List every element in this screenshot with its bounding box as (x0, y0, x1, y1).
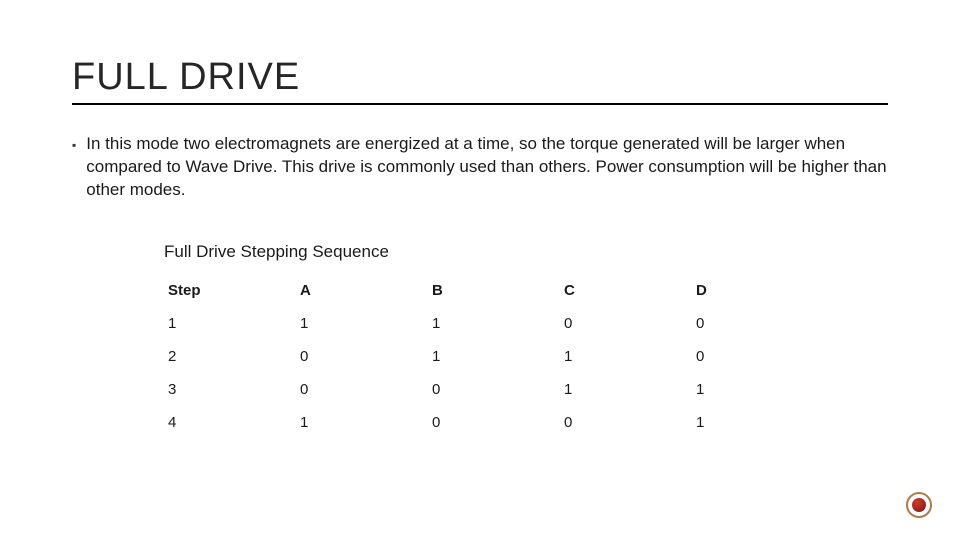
cell: 0 (296, 340, 428, 373)
cell: 1 (428, 307, 560, 340)
cell: 0 (296, 373, 428, 406)
cell: 0 (428, 406, 560, 439)
page-title: FULL DRIVE (72, 56, 888, 99)
cell: 1 (560, 340, 692, 373)
col-b: B (428, 274, 560, 307)
slide: FULL DRIVE ▪ In this mode two electromag… (0, 0, 960, 540)
table-row: 4 1 0 0 1 (164, 406, 824, 439)
corner-ornament-icon (906, 492, 932, 518)
bullet-marker-icon: ▪ (72, 133, 76, 202)
description-text: In this mode two electromagnets are ener… (86, 133, 888, 202)
col-d: D (692, 274, 824, 307)
cell: 4 (164, 406, 296, 439)
sequence-table-region: Full Drive Stepping Sequence Step A B C … (164, 242, 824, 439)
table-title: Full Drive Stepping Sequence (164, 242, 824, 262)
stepping-sequence-table: Step A B C D 1 1 1 0 0 2 0 1 (164, 274, 824, 439)
cell: 0 (560, 406, 692, 439)
col-step: Step (164, 274, 296, 307)
title-underline (72, 103, 888, 105)
cell: 1 (692, 373, 824, 406)
cell: 1 (164, 307, 296, 340)
description-bullet: ▪ In this mode two electromagnets are en… (72, 133, 888, 202)
col-c: C (560, 274, 692, 307)
table-row: 3 0 0 1 1 (164, 373, 824, 406)
cell: 1 (692, 406, 824, 439)
table-header-row: Step A B C D (164, 274, 824, 307)
cell: 0 (428, 373, 560, 406)
cell: 1 (296, 406, 428, 439)
table-row: 1 1 1 0 0 (164, 307, 824, 340)
cell: 0 (692, 307, 824, 340)
cell: 0 (692, 340, 824, 373)
cell: 1 (296, 307, 428, 340)
table-row: 2 0 1 1 0 (164, 340, 824, 373)
cell: 0 (560, 307, 692, 340)
cell: 1 (428, 340, 560, 373)
col-a: A (296, 274, 428, 307)
cell: 3 (164, 373, 296, 406)
cell: 2 (164, 340, 296, 373)
cell: 1 (560, 373, 692, 406)
